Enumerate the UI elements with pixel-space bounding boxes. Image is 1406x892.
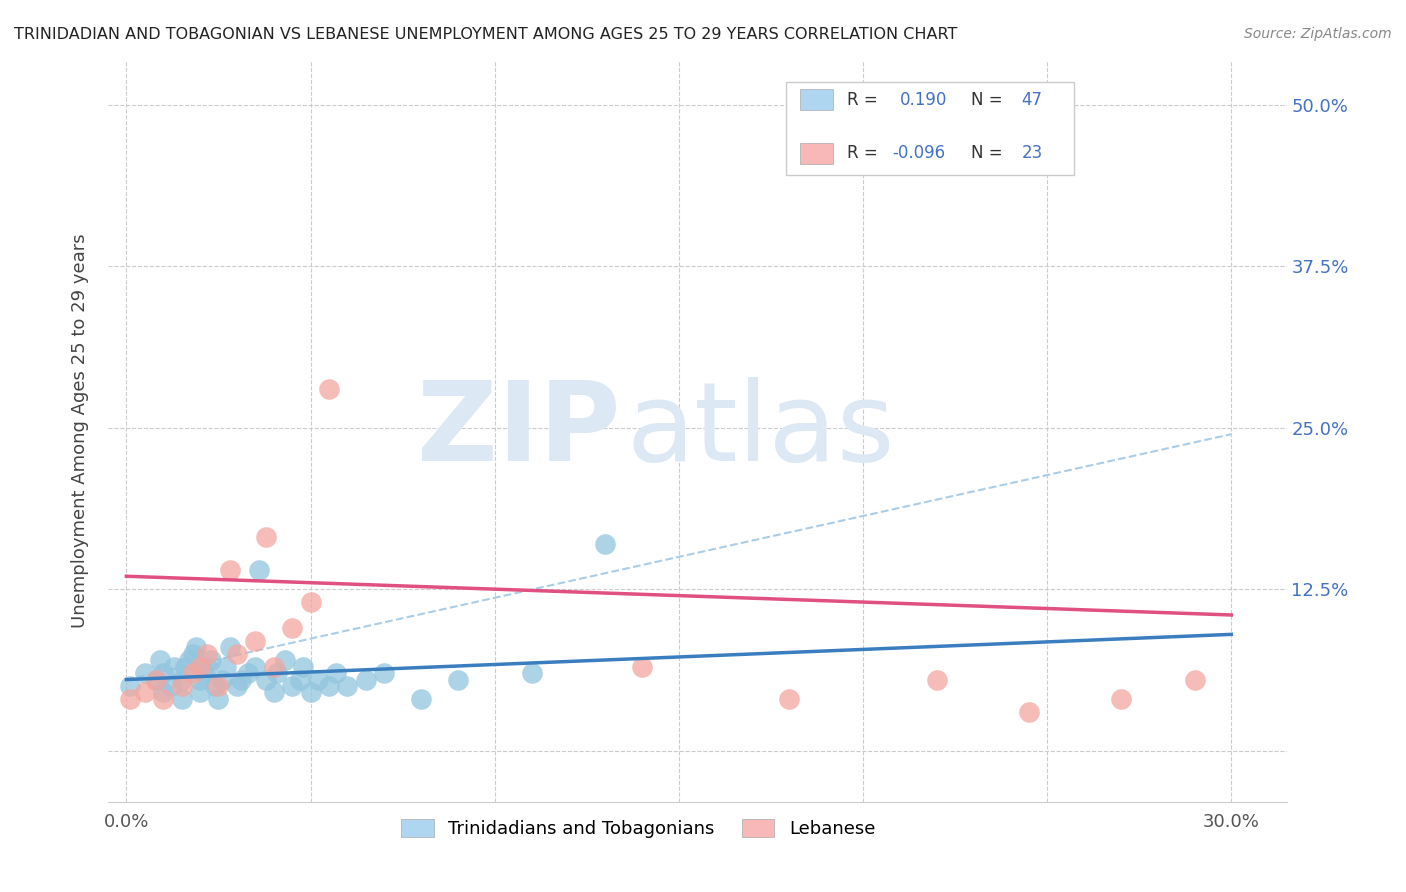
Point: [225, 647, 247, 661]
Point: [254, 531, 277, 545]
Text: 47: 47: [1021, 91, 1042, 109]
Point: [1184, 673, 1206, 687]
Text: Source: ZipAtlas.com: Source: ZipAtlas.com: [1244, 27, 1392, 41]
Point: [152, 685, 174, 699]
Point: [181, 666, 204, 681]
Point: [409, 692, 432, 706]
Point: [177, 653, 200, 667]
Point: [204, 679, 226, 693]
Point: [148, 653, 170, 667]
Point: [299, 685, 322, 699]
Text: R =: R =: [846, 91, 883, 109]
Point: [170, 679, 193, 693]
Point: [215, 659, 238, 673]
Point: [120, 679, 142, 693]
Y-axis label: Unemployment Among Ages 25 to 29 years: Unemployment Among Ages 25 to 29 years: [72, 234, 89, 628]
Point: [336, 679, 359, 693]
Point: [274, 653, 297, 667]
Point: [163, 659, 186, 673]
Point: [631, 659, 654, 673]
FancyBboxPatch shape: [800, 89, 832, 110]
Text: -0.096: -0.096: [891, 145, 945, 162]
Point: [188, 685, 211, 699]
Text: 0.190: 0.190: [900, 91, 948, 109]
Point: [373, 666, 395, 681]
Point: [245, 659, 267, 673]
Text: 23: 23: [1021, 145, 1043, 162]
Point: [152, 692, 174, 706]
Point: [152, 666, 174, 681]
Point: [193, 666, 215, 681]
Point: [292, 659, 315, 673]
Point: [211, 673, 233, 687]
Point: [218, 563, 240, 577]
Point: [281, 679, 304, 693]
Point: [186, 640, 208, 655]
Point: [120, 692, 142, 706]
Point: [318, 382, 340, 396]
Point: [307, 673, 329, 687]
Point: [170, 692, 193, 706]
Point: [288, 673, 311, 687]
Point: [247, 563, 270, 577]
Text: N =: N =: [970, 91, 1008, 109]
Point: [170, 673, 193, 687]
Point: [159, 679, 181, 693]
Point: [318, 679, 340, 693]
Point: [145, 673, 167, 687]
Point: [134, 666, 156, 681]
Point: [1018, 705, 1040, 719]
Point: [188, 673, 211, 687]
Point: [197, 647, 219, 661]
Point: [207, 679, 229, 693]
Point: [174, 659, 197, 673]
Point: [925, 673, 948, 687]
Point: [218, 640, 240, 655]
FancyBboxPatch shape: [786, 82, 1074, 175]
Text: N =: N =: [970, 145, 1008, 162]
Point: [778, 692, 800, 706]
Point: [354, 673, 377, 687]
Text: atlas: atlas: [627, 377, 896, 484]
Point: [145, 673, 167, 687]
Point: [188, 659, 211, 673]
Point: [325, 666, 347, 681]
Point: [229, 673, 252, 687]
Legend: Trinidadians and Tobagonians, Lebanese: Trinidadians and Tobagonians, Lebanese: [394, 812, 883, 846]
Point: [236, 666, 259, 681]
Point: [266, 666, 288, 681]
Point: [520, 666, 543, 681]
Point: [281, 621, 304, 635]
Point: [200, 653, 222, 667]
Point: [263, 659, 285, 673]
Point: [254, 673, 277, 687]
Point: [593, 537, 616, 551]
FancyBboxPatch shape: [800, 143, 832, 163]
Point: [197, 659, 219, 673]
Text: R =: R =: [846, 145, 883, 162]
Point: [447, 673, 470, 687]
Point: [181, 647, 204, 661]
Text: ZIP: ZIP: [418, 377, 620, 484]
Point: [245, 633, 267, 648]
Point: [1109, 692, 1132, 706]
Text: TRINIDADIAN AND TOBAGONIAN VS LEBANESE UNEMPLOYMENT AMONG AGES 25 TO 29 YEARS CO: TRINIDADIAN AND TOBAGONIAN VS LEBANESE U…: [14, 27, 957, 42]
Point: [225, 679, 247, 693]
Point: [263, 685, 285, 699]
Point: [207, 692, 229, 706]
Point: [299, 595, 322, 609]
Point: [134, 685, 156, 699]
